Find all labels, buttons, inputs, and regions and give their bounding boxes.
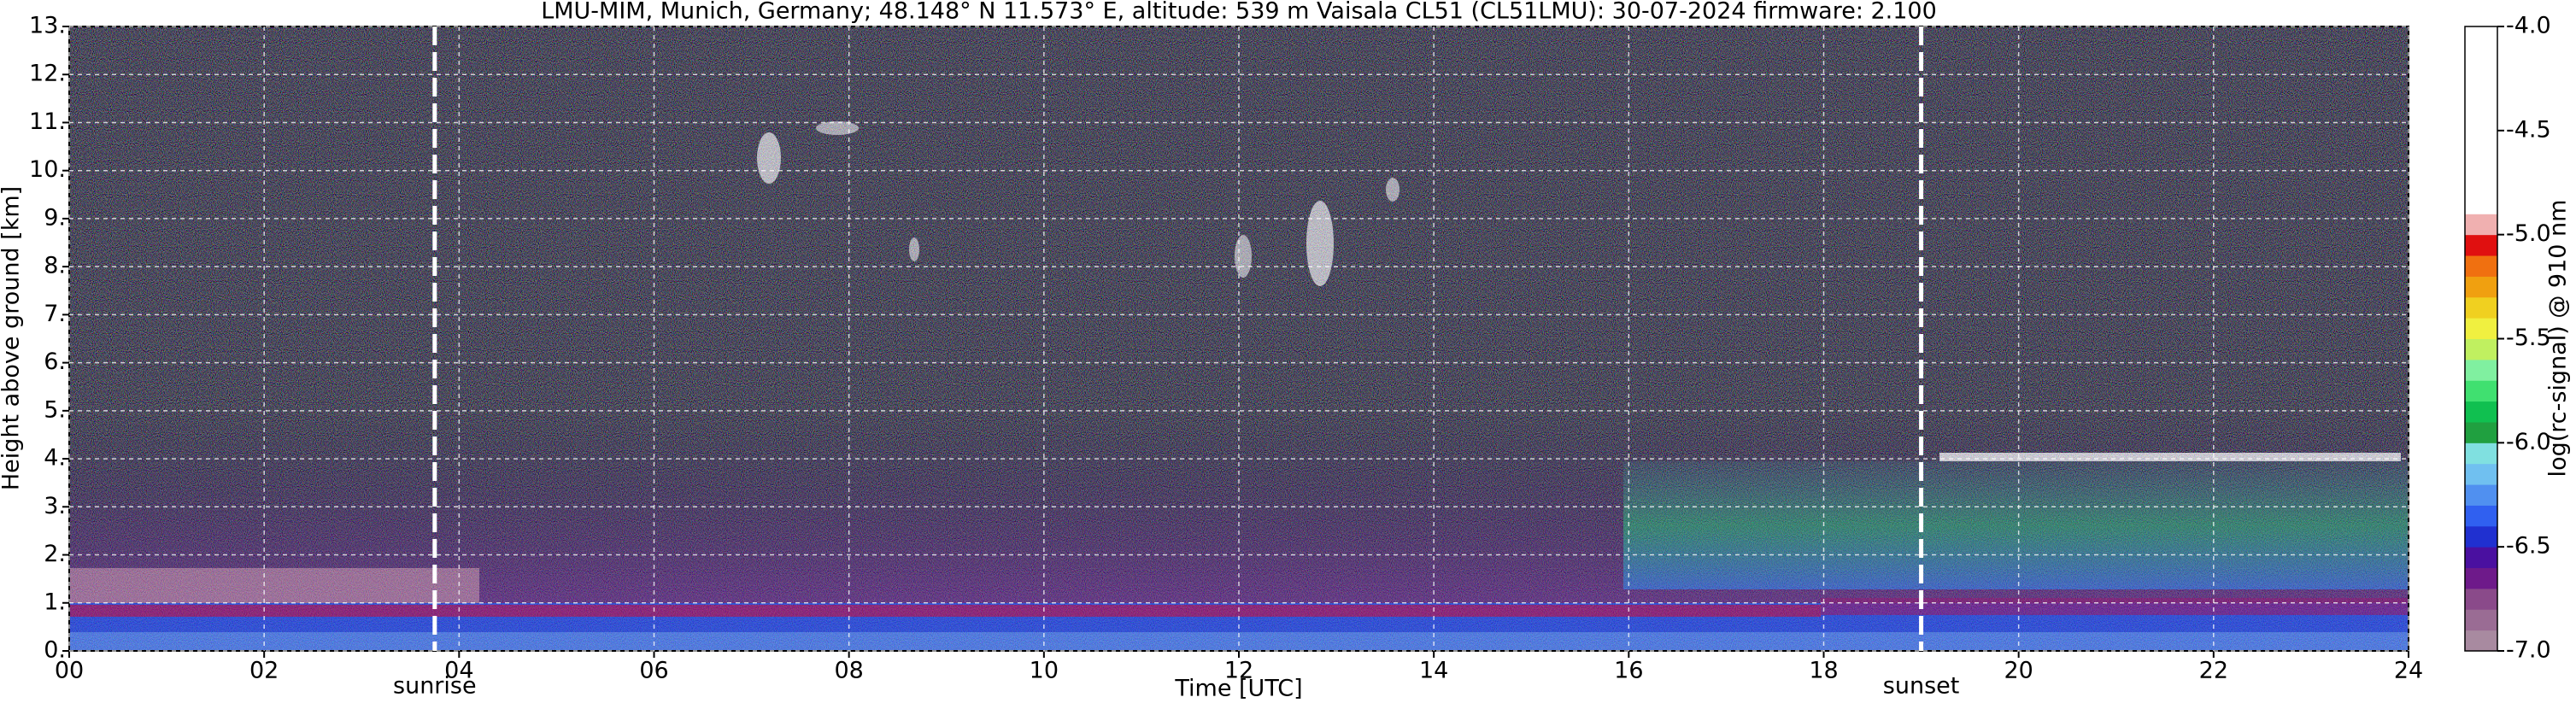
colorbar-cell (2465, 318, 2497, 339)
colorbar-cell (2465, 484, 2497, 506)
colorbar-cell (2465, 234, 2497, 256)
colorbar-cell (2465, 338, 2497, 360)
colorbar-cell (2465, 296, 2497, 319)
y-axis-label: Height above ground [km] (0, 186, 25, 490)
x-tick-label: 04 (444, 658, 473, 684)
x-tick-label: 00 (55, 658, 84, 684)
colorbar-tick-label: -6.5 (2506, 533, 2551, 560)
colorbar-cell (2465, 442, 2497, 465)
colorbar-cell (2465, 588, 2497, 610)
colorbar-cell (2465, 525, 2497, 548)
colorbar-cell (2465, 47, 2497, 69)
colorbar-tick-label: -7.0 (2506, 637, 2551, 664)
colorbar-cell (2465, 380, 2497, 402)
y-tick-label: 3. (44, 493, 66, 519)
x-tick-label: 16 (1614, 658, 1643, 684)
colorbar-cell (2465, 505, 2497, 527)
colorbar-cell (2465, 421, 2497, 443)
x-tick-label: 06 (639, 658, 668, 684)
y-tick-label: 1. (44, 589, 66, 615)
x-tick-label: 12 (1224, 658, 1253, 684)
colorbar-cell (2465, 463, 2497, 485)
colorbar-tick-label: -5.0 (2506, 220, 2551, 247)
colorbar-tick-label: -4.5 (2506, 116, 2551, 143)
colorbar-cell (2465, 401, 2497, 423)
colorbar-cell (2465, 630, 2497, 652)
x-axis-label: Time [UTC] (1174, 676, 1302, 702)
y-tick-label: 0. (44, 637, 66, 664)
colorbar-cell (2465, 255, 2497, 277)
y-tick-label: 9. (44, 204, 66, 231)
y-tick-label: 11. (29, 108, 66, 135)
x-tick-label: 24 (2394, 658, 2423, 684)
colorbar-cell (2465, 609, 2497, 631)
colorbar-cell (2465, 89, 2497, 110)
y-tick-label: 8. (44, 253, 66, 279)
annotation-label: sunrise (393, 673, 477, 700)
x-tick-label: 02 (249, 658, 279, 684)
colorbar-cell (2465, 192, 2497, 214)
colorbar-cell (2465, 151, 2497, 173)
y-tick-label: 2. (44, 541, 66, 567)
y-tick-label: 13. (29, 13, 66, 39)
colorbar-cell (2465, 130, 2497, 152)
colorbar-cell (2465, 276, 2497, 298)
x-tick-label: 22 (2199, 658, 2228, 684)
colorbar-cell (2465, 567, 2497, 589)
x-tick-label: 14 (1419, 658, 1448, 684)
y-tick-label: 6. (44, 349, 66, 375)
colorbar-tick-label: -4.0 (2506, 13, 2551, 39)
x-tick-label: 10 (1030, 658, 1059, 684)
colorbar-cell (2465, 67, 2497, 90)
colorbar-label: log(rc-signal) @ 910 nm (2545, 200, 2572, 478)
colorbar-cell (2465, 547, 2497, 569)
y-tick-label: 10. (29, 156, 66, 183)
colorbar-cell (2465, 172, 2497, 194)
colorbar-tick-label: -5.5 (2506, 325, 2551, 351)
y-tick-label: 5. (44, 396, 66, 423)
y-tick-label: 7. (44, 301, 66, 327)
x-tick-label: 18 (1809, 658, 1838, 684)
x-tick-label: 20 (2004, 658, 2033, 684)
y-tick-label: 4. (44, 445, 66, 472)
x-tick-label: 08 (834, 658, 863, 684)
chart-title: LMU-MIM, Munich, Germany; 48.148° N 11.5… (541, 0, 1937, 25)
colorbar-tick-label: -6.0 (2506, 429, 2551, 455)
y-tick-label: 12. (29, 61, 66, 87)
annotation-label: sunset (1883, 673, 1960, 700)
colorbar-cell (2465, 26, 2497, 48)
colorbar-cell (2465, 109, 2497, 132)
colorbar-cell (2465, 359, 2497, 381)
colorbar-cell (2465, 214, 2497, 236)
